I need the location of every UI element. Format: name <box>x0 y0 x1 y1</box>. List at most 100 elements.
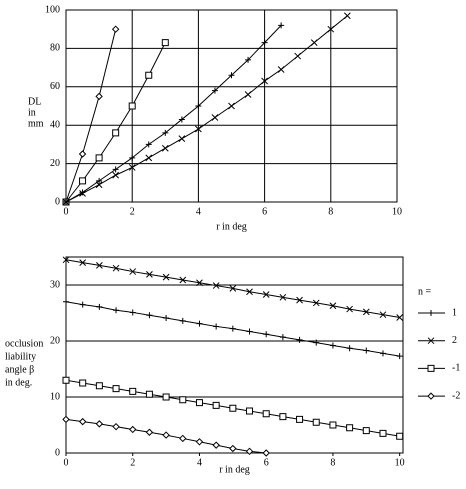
point-marker <box>129 425 137 434</box>
point-marker <box>161 144 169 152</box>
point-marker <box>95 154 103 162</box>
series-line <box>65 29 117 203</box>
point-marker <box>212 282 220 289</box>
x-axis-label: r in deg <box>216 221 247 232</box>
y-tick-label: 100 <box>45 4 60 15</box>
point-marker <box>78 150 87 158</box>
point-marker <box>145 154 153 162</box>
point-marker <box>278 22 285 29</box>
point-marker <box>179 317 186 324</box>
point-marker <box>294 52 302 60</box>
point-marker <box>112 422 120 431</box>
point-marker <box>296 336 303 343</box>
point-marker <box>96 262 103 269</box>
point-marker <box>178 116 185 123</box>
point-marker <box>162 393 170 401</box>
point-marker <box>296 296 303 304</box>
point-marker <box>213 323 220 330</box>
point-marker <box>246 407 254 415</box>
point-marker <box>63 298 69 305</box>
point-marker <box>179 396 187 404</box>
point-marker <box>296 415 304 423</box>
point-marker <box>228 102 235 110</box>
point-marker <box>162 129 169 136</box>
y-axis-label: mm <box>28 118 44 129</box>
point-marker <box>228 72 235 79</box>
point-marker <box>229 444 237 453</box>
point-marker <box>312 418 320 426</box>
y-tick-label: 20 <box>50 335 60 346</box>
point-marker <box>212 441 220 449</box>
plot-frame <box>65 256 404 454</box>
y-axis-label: DL <box>28 96 41 107</box>
point-marker <box>79 379 87 387</box>
point-marker <box>129 154 136 161</box>
legend-marker <box>427 337 435 345</box>
point-marker <box>62 198 70 206</box>
y-tick-label: 20 <box>50 158 60 169</box>
y-tick-label: 0 <box>55 196 60 207</box>
point-marker <box>145 428 154 436</box>
point-marker <box>396 353 403 360</box>
point-marker <box>229 325 236 332</box>
point-marker <box>343 12 351 20</box>
point-marker <box>262 449 270 457</box>
point-marker <box>112 166 119 173</box>
point-marker <box>79 301 86 308</box>
point-marker <box>277 66 285 73</box>
point-marker <box>179 276 187 284</box>
point-marker <box>162 273 170 281</box>
y-tick-label: 10 <box>50 391 60 402</box>
point-marker <box>146 312 153 319</box>
point-marker <box>244 91 252 98</box>
point-marker <box>179 434 187 443</box>
point-marker <box>129 387 137 395</box>
legend-marker <box>427 364 435 372</box>
y-tick-label: 80 <box>50 43 60 54</box>
point-marker <box>195 125 202 133</box>
point-marker <box>261 39 268 46</box>
y-axis-label: occlusion <box>5 338 43 349</box>
point-marker <box>379 350 386 357</box>
point-marker <box>128 164 136 171</box>
point-marker <box>96 303 103 310</box>
point-marker <box>396 314 404 321</box>
x-tick-label: 0 <box>64 457 69 468</box>
point-marker <box>129 268 137 275</box>
y-tick-label: 40 <box>50 119 60 130</box>
legend-label: -2 <box>452 390 460 401</box>
point-marker <box>113 307 120 314</box>
point-marker <box>162 431 170 439</box>
point-marker <box>62 376 70 384</box>
point-marker <box>262 291 270 298</box>
point-marker <box>211 87 218 94</box>
point-marker <box>279 334 286 341</box>
x-tick-label: 0 <box>64 206 69 217</box>
point-marker <box>379 429 387 437</box>
point-marker <box>379 311 387 319</box>
point-marker <box>79 190 86 197</box>
point-marker <box>261 77 268 85</box>
point-marker <box>96 177 103 184</box>
point-marker <box>245 447 254 456</box>
x-tick-label: 6 <box>262 206 267 217</box>
y-axis-label: angle β <box>5 364 34 375</box>
x-tick-label: 6 <box>264 457 269 468</box>
point-marker <box>196 320 203 327</box>
x-tick-label: 8 <box>330 457 335 468</box>
x-tick-label: 2 <box>130 457 135 468</box>
point-marker <box>112 129 120 137</box>
point-marker <box>279 293 287 301</box>
y-tick-label: 0 <box>55 447 60 458</box>
point-marker <box>246 328 253 335</box>
point-marker <box>363 347 370 354</box>
point-marker <box>362 308 370 316</box>
point-marker <box>313 339 320 346</box>
point-marker <box>329 302 337 310</box>
point-marker <box>95 420 104 428</box>
point-marker <box>196 279 203 287</box>
x-tick-label: 4 <box>196 206 201 217</box>
legend-label: -1 <box>452 363 460 374</box>
point-marker <box>112 385 120 393</box>
point-marker <box>129 309 136 316</box>
